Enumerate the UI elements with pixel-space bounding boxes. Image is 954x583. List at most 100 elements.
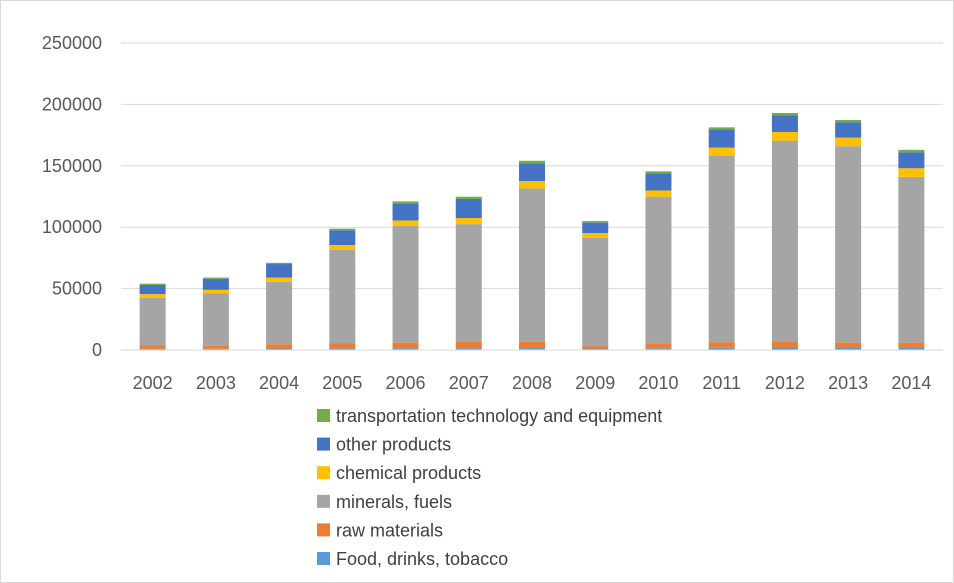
- bar-2011-raw-materials: [708, 342, 735, 348]
- x-tick-label: 2004: [259, 373, 299, 393]
- bar-2003-food-drinks-tobacco: [202, 348, 229, 350]
- legend-label-chemical-products: chemical products: [336, 463, 481, 483]
- bar-2005-food-drinks-tobacco: [329, 348, 356, 350]
- y-tick-label: 100000: [42, 217, 102, 237]
- bar-2013-minerals-fuels: [835, 146, 862, 343]
- bar-2008-food-drinks-tobacco: [519, 348, 545, 350]
- y-tick-label: 200000: [42, 94, 102, 114]
- bar-2012-minerals-fuels: [771, 140, 798, 343]
- bar-2002-chemical-products: [139, 294, 166, 298]
- x-tick-label: 2012: [765, 373, 805, 393]
- bar-2014-food-drinks-tobacco: [898, 347, 925, 350]
- bar-2006-chemical-products: [392, 220, 419, 226]
- y-tick-label: 50000: [52, 279, 102, 299]
- bar-2005-minerals-fuels: [329, 249, 356, 344]
- bar-2005-transportation-technology-and-equipment: [329, 228, 356, 231]
- bar-2002-transportation-technology-and-equipment: [139, 283, 166, 285]
- bar-2006-other-products: [392, 203, 419, 221]
- bar-2007-minerals-fuels: [455, 224, 482, 343]
- bar-2014-other-products: [898, 152, 925, 169]
- bar-2008-other-products: [519, 163, 545, 182]
- bar-2007-raw-materials: [455, 342, 482, 349]
- bar-2008-raw-materials: [519, 341, 545, 349]
- bar-2011-other-products: [708, 129, 735, 148]
- legend-label-minerals-fuels: minerals, fuels: [336, 492, 452, 512]
- bar-2004-raw-materials: [266, 344, 293, 349]
- bar-2004-chemical-products: [266, 277, 293, 282]
- bar-2012-other-products: [771, 115, 798, 133]
- bar-2002-raw-materials: [139, 345, 166, 349]
- legend-label-food-drinks-tobacco: Food, drinks, tobacco: [336, 549, 508, 569]
- bar-2005-raw-materials: [329, 343, 356, 349]
- bar-2002-minerals-fuels: [139, 297, 166, 346]
- bar-2003-chemical-products: [202, 289, 229, 294]
- bar-2010-transportation-technology-and-equipment: [645, 171, 672, 174]
- y-tick-label: 0: [92, 340, 102, 360]
- bar-2014-transportation-technology-and-equipment: [898, 149, 925, 153]
- bar-2010-food-drinks-tobacco: [645, 348, 672, 350]
- bar-2006-food-drinks-tobacco: [392, 348, 419, 350]
- bar-2009-chemical-products: [582, 233, 609, 238]
- bar-2003-raw-materials: [202, 345, 229, 349]
- bar-2011-chemical-products: [708, 147, 735, 156]
- bar-2009-transportation-technology-and-equipment: [582, 221, 609, 223]
- bar-2010-minerals-fuels: [645, 196, 672, 344]
- x-tick-label: 2010: [638, 373, 678, 393]
- legend-label-raw-materials: raw materials: [336, 520, 443, 540]
- legend-label-transportation-technology-and-equipment: transportation technology and equipment: [336, 406, 662, 426]
- bar-2008-chemical-products: [519, 181, 545, 189]
- x-tick-label: 2006: [386, 373, 426, 393]
- bar-2014-raw-materials: [898, 342, 925, 348]
- legend-swatch-chemical-products: [317, 466, 330, 480]
- bar-2004-minerals-fuels: [266, 281, 293, 345]
- bar-2006-minerals-fuels: [392, 225, 419, 343]
- legend-swatch-other-products: [317, 437, 330, 451]
- bar-2012-food-drinks-tobacco: [771, 347, 798, 350]
- bar-2012-chemical-products: [771, 132, 798, 141]
- bar-2003-transportation-technology-and-equipment: [202, 277, 229, 279]
- bar-2010-chemical-products: [645, 190, 672, 197]
- x-tick-label: 2003: [196, 373, 236, 393]
- bar-2012-raw-materials: [771, 342, 798, 348]
- legend-label-other-products: other products: [336, 435, 451, 455]
- bars: [139, 113, 925, 350]
- bar-2007-chemical-products: [455, 217, 482, 225]
- bar-2004-food-drinks-tobacco: [266, 348, 293, 350]
- bar-2008-minerals-fuels: [519, 188, 545, 342]
- bar-2007-other-products: [455, 198, 482, 218]
- y-tick-label: 250000: [42, 33, 102, 53]
- legend: transportation technology and equipment o…: [317, 406, 662, 569]
- x-axis-ticks: 2002 2003 2004 2005 2006 2007 2008 2009 2010 2011…: [133, 373, 932, 393]
- bar-2007-transportation-technology-and-equipment: [455, 196, 482, 199]
- bar-2012-transportation-technology-and-equipment: [771, 113, 798, 116]
- bar-2003-minerals-fuels: [202, 293, 229, 346]
- x-tick-label: 2007: [449, 373, 489, 393]
- bar-2005-chemical-products: [329, 245, 356, 250]
- bar-2014-minerals-fuels: [898, 176, 925, 343]
- bar-2006-raw-materials: [392, 342, 419, 349]
- bar-2007-food-drinks-tobacco: [455, 348, 482, 350]
- x-tick-label: 2005: [322, 373, 362, 393]
- bar-2009-other-products: [582, 222, 609, 234]
- x-tick-label: 2002: [133, 373, 173, 393]
- bar-2004-transportation-technology-and-equipment: [266, 262, 293, 265]
- bar-2002-food-drinks-tobacco: [139, 348, 166, 350]
- bar-2011-transportation-technology-and-equipment: [708, 127, 735, 130]
- legend-swatch-raw-materials: [317, 523, 330, 537]
- x-tick-label: 2014: [891, 373, 931, 393]
- legend-swatch-food-drinks-tobacco: [317, 552, 330, 565]
- bar-2002-other-products: [139, 284, 166, 295]
- bar-2003-other-products: [202, 278, 229, 290]
- bar-2013-transportation-technology-and-equipment: [835, 120, 862, 123]
- bar-2006-transportation-technology-and-equipment: [392, 201, 419, 204]
- y-axis-ticks: 0 50000 100000 150000 200000 250000: [42, 33, 102, 360]
- bar-2013-raw-materials: [835, 342, 862, 348]
- bar-2014-chemical-products: [898, 168, 925, 177]
- x-tick-label: 2008: [512, 373, 552, 393]
- x-tick-label: 2009: [575, 373, 615, 393]
- x-tick-label: 2011: [702, 373, 741, 393]
- bar-2010-raw-materials: [645, 343, 672, 349]
- bar-2013-chemical-products: [835, 137, 862, 147]
